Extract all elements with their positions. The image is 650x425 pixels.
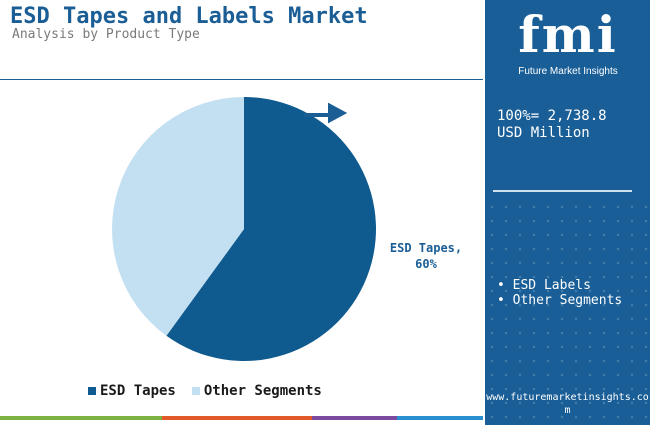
panel-texture bbox=[485, 200, 650, 425]
data-label-esd-tapes-name: ESD Tapes, bbox=[390, 241, 462, 255]
header-divider bbox=[0, 79, 483, 80]
market-total-unit: USD Million bbox=[497, 125, 590, 141]
list-item: • ESD Labels bbox=[497, 278, 591, 293]
chart-title: ESD Tapes and Labels Market bbox=[10, 4, 368, 29]
market-total: 100%= 2,738.8 USD Million bbox=[497, 108, 647, 142]
legend-swatch-esd-tapes bbox=[88, 387, 96, 395]
pie-slices bbox=[111, 97, 376, 361]
info-side-panel: fmi Future Market Insights 100%= 2,738.8… bbox=[485, 0, 650, 425]
website-link[interactable]: www.futuremarketinsights.com bbox=[486, 392, 649, 416]
bottom-color-bar bbox=[0, 416, 483, 420]
pie-chart: ESD Tapes, 60% bbox=[111, 97, 462, 361]
logo-text: fmi bbox=[518, 5, 618, 64]
data-label-esd-tapes-value: 60% bbox=[415, 257, 437, 271]
bottom-bar-segment bbox=[312, 416, 397, 420]
list-item: • Other Segments bbox=[497, 293, 623, 308]
legend-swatch-other-segments bbox=[191, 387, 200, 395]
chart-subtitle: Analysis by Product Type bbox=[12, 27, 200, 42]
bottom-bar-segment bbox=[397, 416, 483, 420]
bottom-bar-segment bbox=[162, 416, 312, 420]
legend-entry-other-segments: Other Segments bbox=[191, 383, 322, 399]
segment-list: • ESD Labels • Other Segments bbox=[497, 278, 622, 308]
pie-slice-esd-tapes bbox=[166, 97, 376, 361]
market-total-value: 100%= 2,738.8 bbox=[497, 108, 607, 124]
bottom-bar-segment bbox=[0, 416, 162, 420]
logo-caption: Future Market Insights bbox=[518, 66, 618, 77]
legend-label-esd-tapes: ESD Tapes bbox=[100, 383, 176, 399]
chart-legend: ESD Tapes Other Segments bbox=[88, 383, 322, 399]
pie-slice-other-segments bbox=[111, 97, 244, 336]
fmi-logo: fmi Future Market Insights bbox=[493, 6, 643, 84]
arrow-right-icon bbox=[304, 102, 348, 124]
legend-entry-esd-tapes: ESD Tapes bbox=[88, 383, 176, 399]
panel-divider bbox=[493, 190, 632, 192]
legend-label-other-segments: Other Segments bbox=[203, 383, 322, 399]
